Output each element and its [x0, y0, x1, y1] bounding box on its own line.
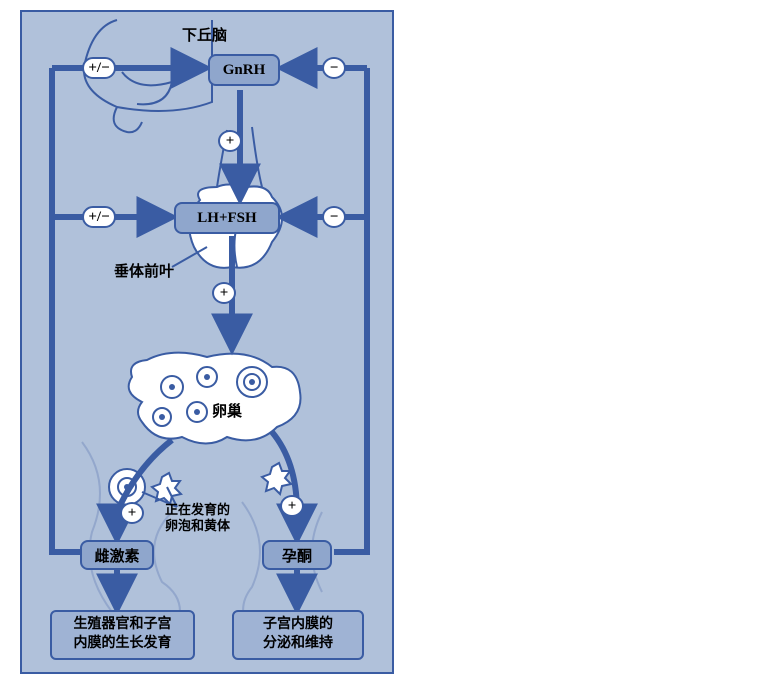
diagram-panel: 下丘脑 垂体前叶 卵巢 正在发育的 卵泡和黄体 GnRH LH+FSH 雌激素 …	[20, 10, 394, 674]
box-progesterone-effect: 子宫内膜的 分泌和维持	[232, 610, 364, 660]
sign-minus-top-right: −	[322, 57, 346, 79]
sign-pm-mid-left: +/−	[82, 206, 116, 228]
box-estrogen-effect: 生殖器官和子宫 内膜的生长发育	[50, 610, 195, 660]
label-developing-follicle: 正在发育的 卵泡和黄体	[165, 502, 230, 535]
label-hypothalamus: 下丘脑	[182, 24, 227, 45]
label-anterior-pituitary: 垂体前叶	[114, 260, 174, 281]
label-ovary: 卵巢	[212, 400, 242, 421]
box-estrogen: 雌激素	[80, 540, 154, 570]
diagram-svg	[22, 12, 392, 672]
sign-pm-top-left: +/−	[82, 57, 116, 79]
sign-plus-estrogen: +	[120, 502, 144, 524]
sign-plus-gnrh-down: +	[218, 130, 242, 152]
sign-minus-mid-right: −	[322, 206, 346, 228]
sign-plus-progesterone: +	[280, 495, 304, 517]
box-lh-fsh: LH+FSH	[174, 202, 280, 234]
sign-plus-lhfsh-down: +	[212, 282, 236, 304]
box-gnrh: GnRH	[208, 54, 280, 86]
box-progesterone: 孕酮	[262, 540, 332, 570]
